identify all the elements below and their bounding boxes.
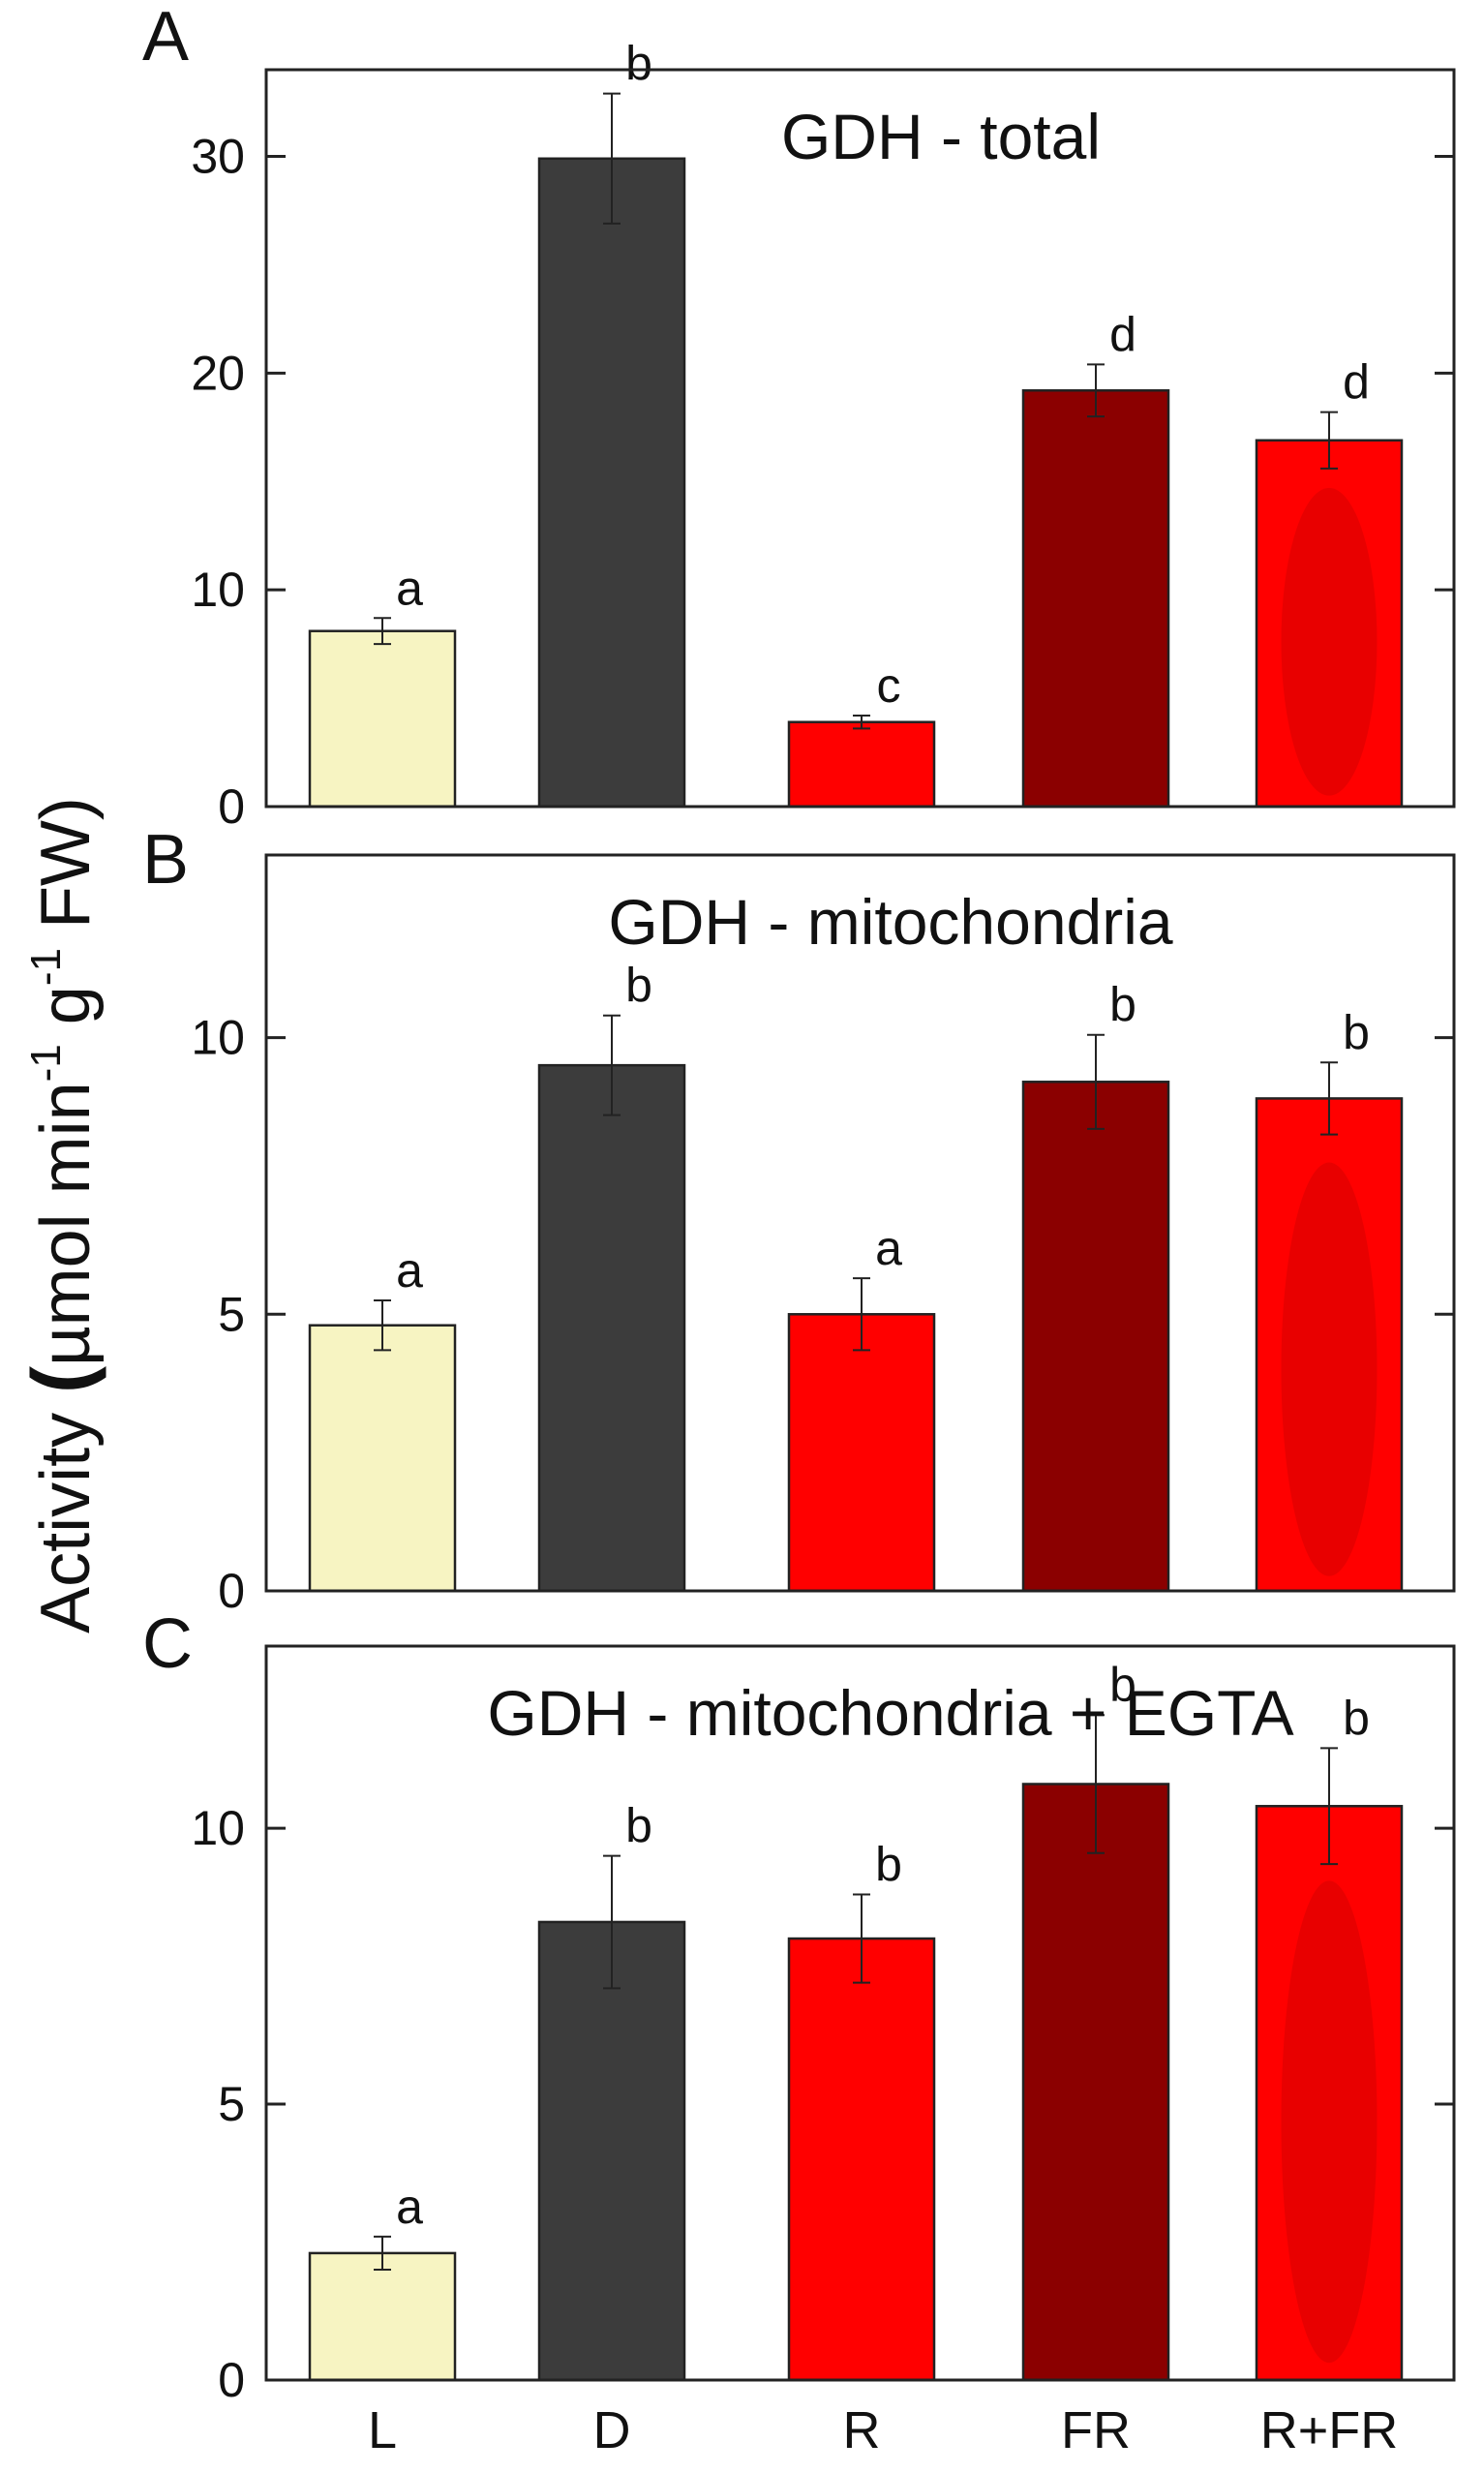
significance-letter: a: [396, 2180, 423, 2234]
panel-title: GDH - total: [781, 101, 1101, 172]
bar-l: [308, 629, 457, 809]
x-tick-label: FR: [1061, 2401, 1131, 2459]
bar-l: [308, 1324, 457, 1593]
x-tick-label: D: [593, 2401, 631, 2459]
bar-d: [537, 1063, 686, 1593]
significance-letter: b: [1343, 1691, 1370, 1745]
significance-letter: b: [875, 1837, 902, 1891]
y-tick-label: 20: [191, 346, 245, 400]
significance-letter: b: [625, 37, 652, 91]
panel-title: GDH - mitochondria + EGTA: [487, 1677, 1293, 1749]
significance-letter: b: [1109, 1658, 1136, 1712]
significance-letter: b: [1343, 1005, 1370, 1059]
bar-fr: [1021, 1081, 1170, 1593]
significance-letter: a: [396, 1243, 423, 1298]
significance-letter: b: [625, 959, 652, 1013]
significance-letter: c: [877, 658, 901, 713]
x-tick-label: R: [843, 2401, 881, 2459]
panel-a: a b c d d 0 10 20 30 GDH - total A: [142, 0, 1456, 834]
panel-label: C: [142, 1605, 193, 1683]
y-tick-label: 10: [191, 1801, 245, 1855]
plot-frame: [264, 1644, 1456, 2382]
y-tick-label: 10: [191, 563, 245, 617]
significance-letter: b: [1109, 978, 1136, 1032]
panel-b: a b a b b 0 5 10 GDH - mitochondria B: [142, 821, 1456, 1618]
bar-r: [787, 1937, 936, 2382]
bar-l: [308, 2251, 457, 2382]
bar-rplusfr-inner-shade: [1281, 1162, 1378, 1576]
x-tick-label: L: [368, 2401, 397, 2459]
x-tick-label: R+FR: [1260, 2401, 1399, 2459]
y-tick-label: 30: [191, 130, 245, 184]
significance-letter: b: [625, 1799, 652, 1853]
significance-letter: a: [875, 1221, 902, 1275]
y-tick-label: 0: [218, 2353, 245, 2407]
x-axis-category-labels: L D R FR R+FR: [368, 2401, 1398, 2459]
bar-d: [537, 1920, 686, 2382]
significance-letter: a: [396, 561, 423, 615]
y-axis-label: Activity (µmol min-1 g-1 FW): [15, 797, 106, 1633]
panel-label: A: [142, 0, 189, 76]
y-tick-label: 5: [218, 1287, 245, 1341]
plot-frame: [264, 68, 1456, 809]
bar-fr: [1021, 389, 1170, 809]
significance-letter: d: [1343, 355, 1370, 410]
bar-r: [787, 1313, 936, 1593]
plot-frame: [264, 853, 1456, 1593]
significance-letter: d: [1109, 307, 1136, 361]
y-tick-label: 10: [191, 1011, 245, 1065]
bar-d: [537, 157, 686, 809]
bar-fr: [1021, 1783, 1170, 2382]
y-tick-label: 5: [218, 2077, 245, 2131]
panel-label: B: [142, 821, 189, 899]
panel-title: GDH - mitochondria: [608, 886, 1172, 958]
panel-c: a b b b b 0 5 10 GDH - mitochondria + EGTA C: [142, 1605, 1456, 2407]
y-tick-label: 0: [218, 1564, 245, 1618]
bar-r: [787, 720, 936, 809]
bar-rplusfr-inner-shade: [1281, 487, 1378, 796]
bar-rplusfr-inner-shade: [1281, 1880, 1378, 2364]
y-tick-label: 0: [218, 779, 245, 834]
